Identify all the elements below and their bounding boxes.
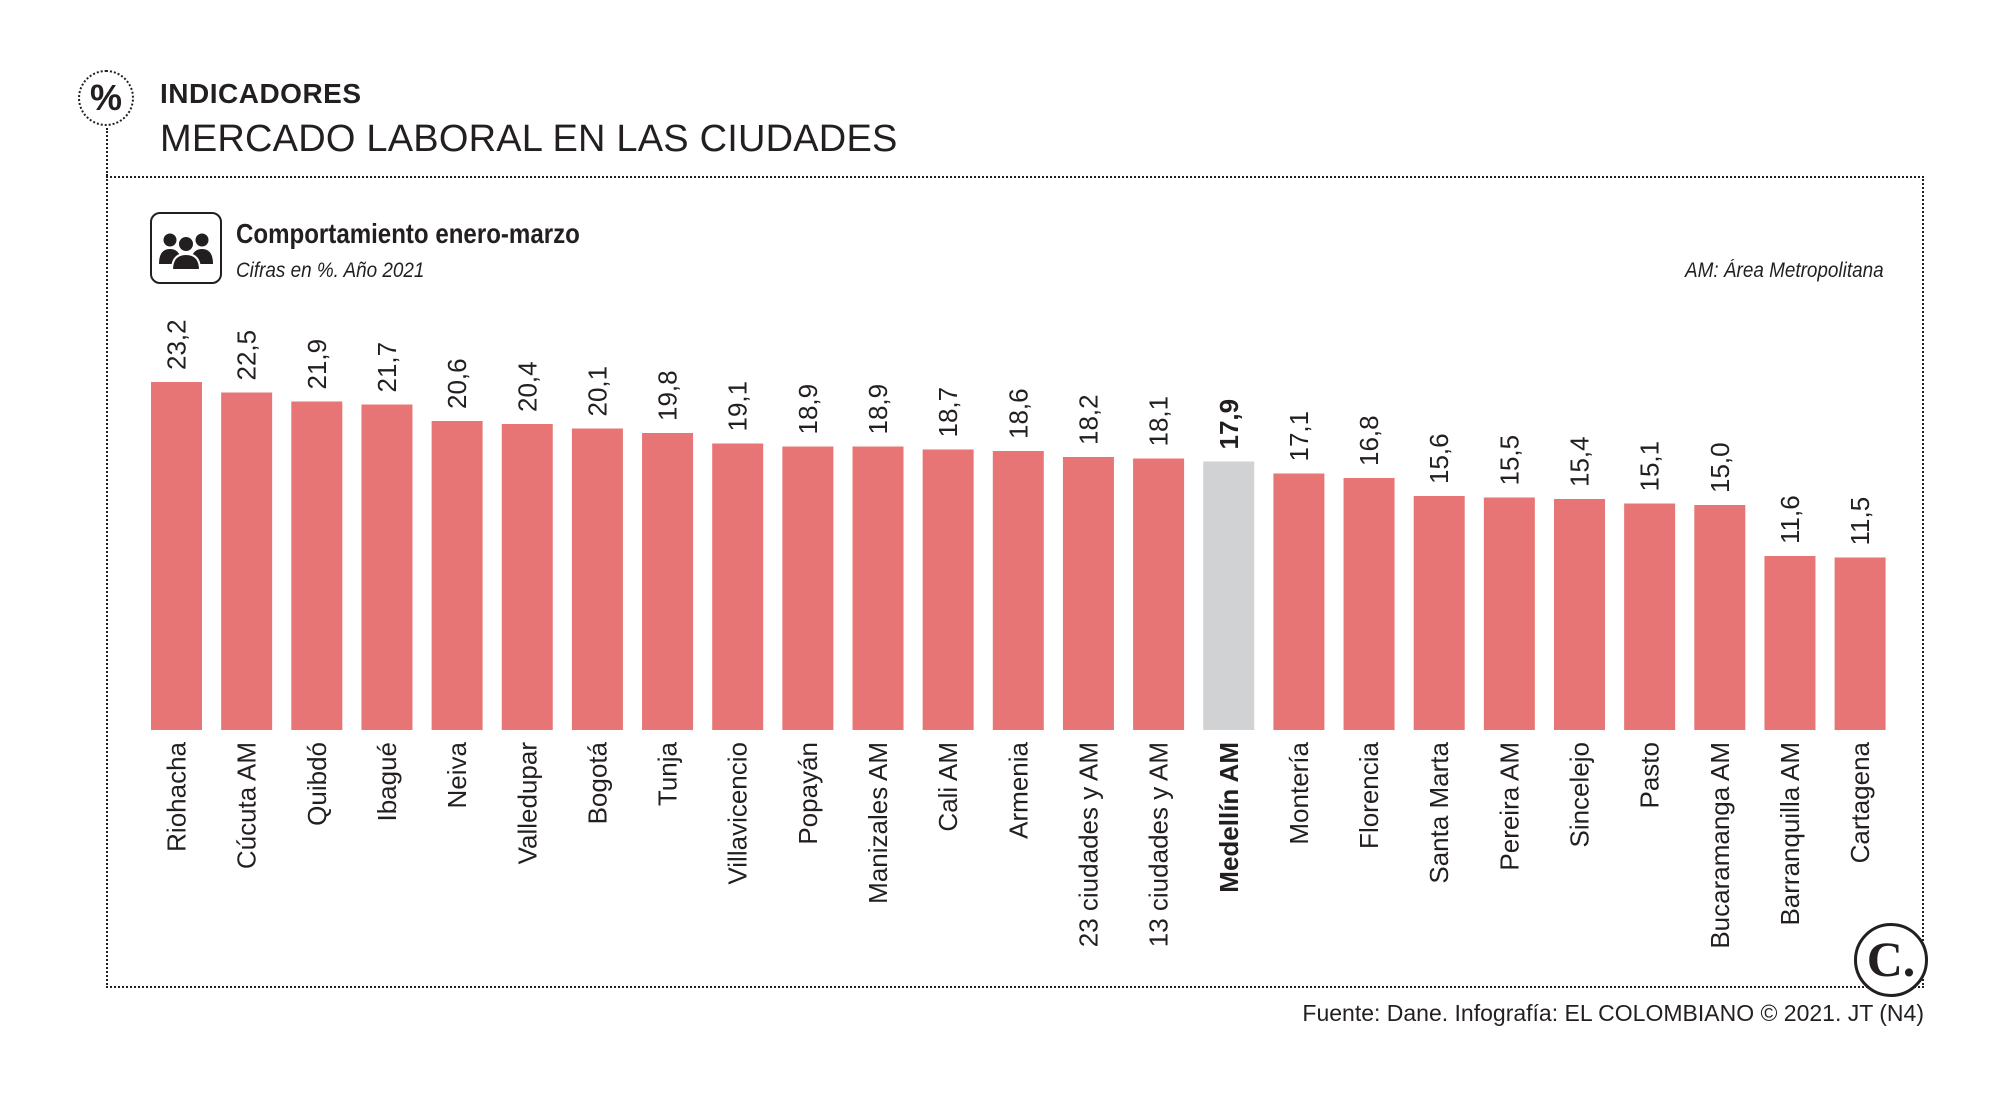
category-label-22: Bucaramanga AM <box>1705 742 1735 949</box>
value-label-17: 16,8 <box>1354 415 1384 466</box>
value-label-6: 20,1 <box>582 366 612 417</box>
value-label-16: 17,1 <box>1284 411 1314 462</box>
bar-16 <box>1273 473 1325 730</box>
category-label-10: Manizales AM <box>863 742 893 904</box>
category-label-19: Pereira AM <box>1494 742 1524 871</box>
value-label-10: 18,9 <box>863 384 893 435</box>
category-label-5: Valledupar <box>512 742 542 865</box>
bar-15 <box>1203 461 1255 730</box>
value-label-15: 17,9 <box>1214 399 1244 450</box>
value-label-2: 21,9 <box>302 339 332 390</box>
bar-1 <box>221 392 273 730</box>
value-label-13: 18,2 <box>1073 394 1103 445</box>
page-title: MERCADO LABORAL EN LAS CIUDADES <box>160 118 898 160</box>
bar-0 <box>151 382 202 730</box>
value-label-0: 23,2 <box>162 319 192 370</box>
bar-7 <box>642 433 694 730</box>
value-label-8: 19,1 <box>723 381 753 432</box>
category-label-8: Villavicencio <box>723 742 753 885</box>
people-group-icon <box>150 212 222 284</box>
category-label-13: 23 ciudades y AM <box>1073 742 1103 947</box>
value-label-24: 11,5 <box>1845 497 1875 546</box>
value-label-12: 18,6 <box>1003 388 1033 439</box>
value-label-7: 19,8 <box>653 370 683 421</box>
category-label-9: Popayán <box>793 742 823 845</box>
bar-4 <box>431 421 483 730</box>
category-label-12: Armenia <box>1003 741 1033 838</box>
value-label-11: 18,7 <box>933 387 963 438</box>
category-label-24: Cartagena <box>1845 741 1875 863</box>
bar-10 <box>852 446 904 730</box>
category-label-1: Cúcuta AM <box>232 742 262 869</box>
category-label-11: Cali AM <box>933 742 963 832</box>
category-label-17: Florencia <box>1354 741 1384 848</box>
value-label-3: 21,7 <box>372 342 402 393</box>
bar-20 <box>1554 499 1605 730</box>
bar-23 <box>1764 556 1816 730</box>
percent-icon-glyph: % <box>89 77 122 118</box>
category-label-7: Tunja <box>653 741 683 806</box>
category-label-21: Pasto <box>1635 742 1665 809</box>
chart-subtitle: Cifras en %. Año 2021 <box>236 259 425 282</box>
bar-9 <box>782 446 834 730</box>
abbreviation-note: AM: Área Metropolitana <box>1685 259 1884 282</box>
bar-8 <box>712 443 764 730</box>
value-label-20: 15,4 <box>1565 436 1595 487</box>
percent-icon: % <box>78 70 134 126</box>
logo-letter: C. <box>1866 931 1916 987</box>
category-label-0: Riohacha <box>162 741 192 851</box>
category-label-20: Sincelejo <box>1565 742 1595 848</box>
bar-13 <box>1062 457 1114 730</box>
value-label-1: 22,5 <box>232 330 262 381</box>
bar-14 <box>1133 458 1185 730</box>
value-label-14: 18,1 <box>1144 396 1174 447</box>
bar-19 <box>1483 497 1535 730</box>
frame-connector <box>106 128 108 176</box>
bar-3 <box>361 404 413 730</box>
source-credit: Fuente: Dane. Infografía: EL COLOMBIANO … <box>1302 1000 1924 1026</box>
bar-21 <box>1624 503 1676 730</box>
bar-24 <box>1834 557 1886 730</box>
bar-6 <box>571 428 623 730</box>
category-label-15: Medellín AM <box>1214 742 1244 893</box>
bar-5 <box>501 424 553 730</box>
bar-18 <box>1413 496 1465 730</box>
category-label-3: Ibagué <box>372 742 402 822</box>
category-label-2: Quibdó <box>302 742 332 826</box>
category-label-14: 13 ciudades y AM <box>1144 742 1174 947</box>
value-label-4: 20,6 <box>442 358 472 409</box>
value-label-22: 15,0 <box>1705 442 1735 493</box>
category-label-23: Barranquilla AM <box>1775 742 1805 926</box>
value-label-23: 11,6 <box>1775 495 1805 544</box>
value-label-5: 20,4 <box>512 361 542 412</box>
category-label-18: Santa Marta <box>1424 741 1454 883</box>
category-label-6: Bogotá <box>582 741 612 824</box>
el-colombiano-logo: C. <box>1854 923 1928 997</box>
value-label-18: 15,6 <box>1424 433 1454 484</box>
bar-11 <box>922 449 974 730</box>
chart-title: Comportamiento enero-marzo <box>236 218 580 249</box>
value-label-9: 18,9 <box>793 384 823 435</box>
category-label-4: Neiva <box>442 741 472 808</box>
category-label-16: Montería <box>1284 741 1314 844</box>
chart-frame <box>106 176 1924 988</box>
bar-22 <box>1694 505 1746 730</box>
value-label-21: 15,1 <box>1635 441 1665 492</box>
bar-17 <box>1343 478 1395 730</box>
bar-12 <box>992 451 1044 730</box>
section-label: INDICADORES <box>160 78 362 109</box>
value-label-19: 15,5 <box>1494 435 1524 486</box>
bar-2 <box>291 401 343 730</box>
